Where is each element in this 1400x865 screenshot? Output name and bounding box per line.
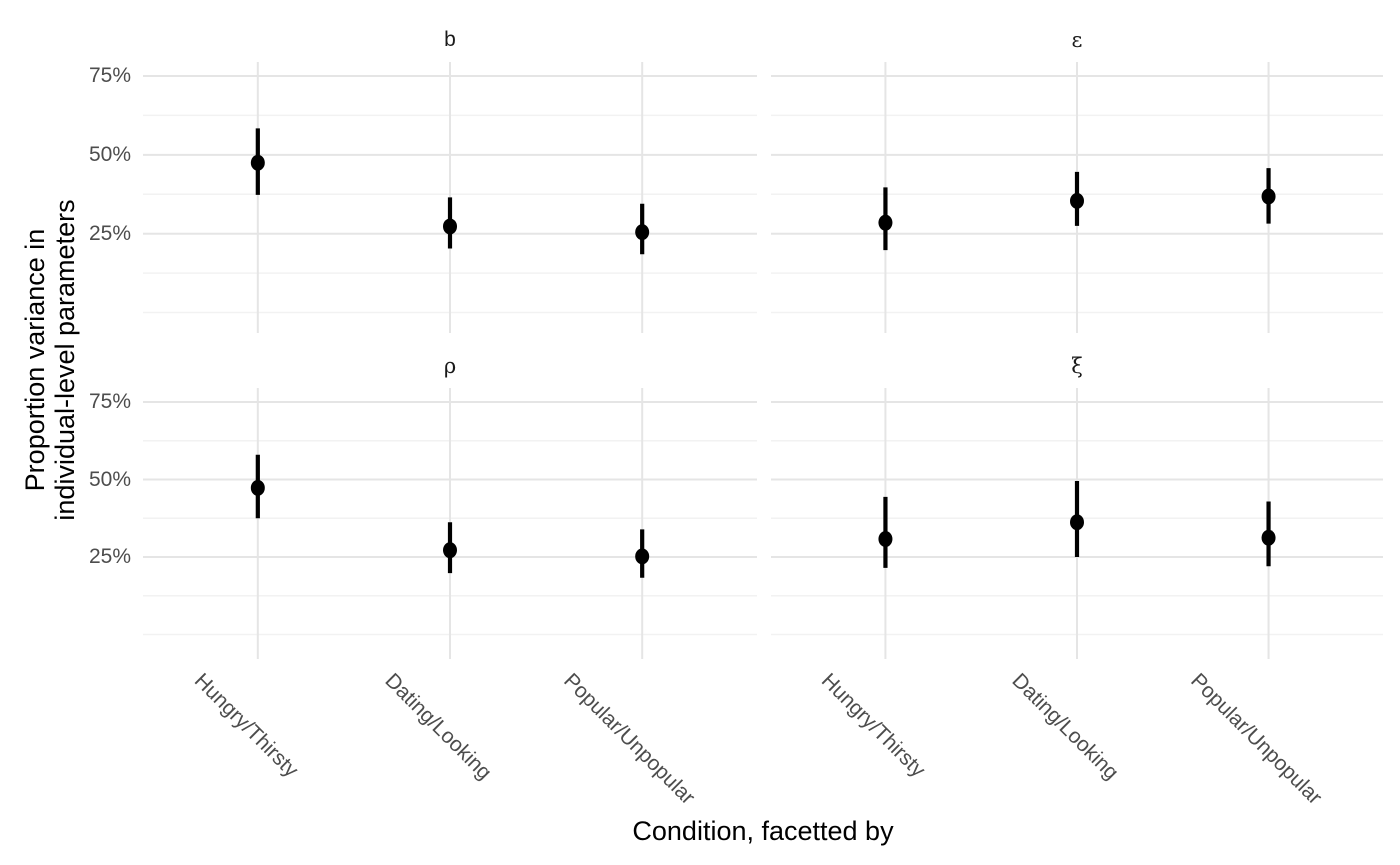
pointrange-popular-unpopular xyxy=(635,529,650,578)
point-estimate xyxy=(1070,514,1084,531)
y-tick-label: 50% xyxy=(88,142,131,166)
y-tick-label: 75% xyxy=(88,390,131,413)
point-estimate xyxy=(250,479,265,496)
point-estimate xyxy=(1261,188,1276,205)
pointrange-popular-unpopular xyxy=(1261,501,1276,567)
x-tick-label: Hungry/Thirsty xyxy=(189,669,303,782)
point-estimate xyxy=(878,214,893,231)
facet-panel-rho xyxy=(143,388,757,659)
x-tick-label: Dating/Looking xyxy=(1007,669,1123,785)
pointrange-popular-unpopular xyxy=(1261,168,1276,224)
pointrange-hungry-thirsty xyxy=(250,128,265,195)
x-tick-label: Popular/Unpopular xyxy=(559,669,700,810)
x-tick-label: Dating/Looking xyxy=(380,669,496,785)
pointrange-dating-looking xyxy=(443,522,457,574)
point-estimate xyxy=(878,531,893,548)
point-estimate xyxy=(1070,192,1084,209)
point-estimate xyxy=(635,548,650,565)
pointrange-hungry-thirsty xyxy=(878,496,893,568)
y-tick-label: 50% xyxy=(88,467,131,491)
y-tick-label: 25% xyxy=(88,221,131,245)
x-tick-label: Hungry/Thirsty xyxy=(817,669,931,782)
y-tick-label: 25% xyxy=(88,545,131,568)
point-estimate xyxy=(635,224,650,241)
facet-strip-label-epsilon: ε xyxy=(1071,28,1083,52)
y-axis-title-line-1: Proportion variance in xyxy=(20,228,50,492)
facet-strip-label-xi: ξ xyxy=(1071,354,1083,378)
facet-plot-area xyxy=(771,62,1383,333)
y-tick-label: 75% xyxy=(88,64,131,87)
point-estimate xyxy=(443,542,457,559)
facet-panel-epsilon xyxy=(771,62,1383,333)
facet-panel-xi xyxy=(771,388,1383,659)
facet-plot-area xyxy=(771,388,1383,659)
facet-strip-label-rho: ρ xyxy=(443,354,457,378)
facet-plot-area xyxy=(143,388,757,659)
pointrange-hungry-thirsty xyxy=(878,187,893,251)
pointrange-dating-looking xyxy=(443,197,457,249)
pointrange-hungry-thirsty xyxy=(250,454,265,519)
facet-plot-area xyxy=(143,62,757,333)
facet-strip-label-b: b xyxy=(444,28,456,51)
pointrange-dating-looking xyxy=(1070,171,1084,226)
facet-panel-b xyxy=(143,62,757,333)
point-estimate xyxy=(250,154,265,171)
pointrange-dating-looking xyxy=(1070,481,1084,557)
point-estimate xyxy=(443,218,457,235)
point-estimate xyxy=(1261,529,1276,546)
x-tick-label: Popular/Unpopular xyxy=(1185,669,1326,810)
pointrange-popular-unpopular xyxy=(635,203,650,255)
x-axis-title: Condition, facetted by xyxy=(632,816,894,846)
